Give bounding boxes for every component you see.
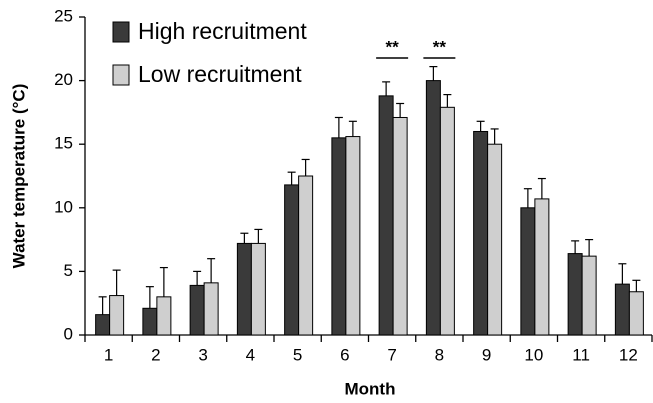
x-tick-label: 9 (482, 345, 491, 364)
bar (567, 253, 583, 336)
bar (142, 307, 158, 336)
annotation: ** (433, 37, 447, 56)
bar (614, 283, 630, 336)
bar (189, 284, 205, 336)
x-tick-label: 11 (572, 345, 590, 364)
x-tick-label: 7 (387, 345, 396, 364)
y-tick-label: 15 (54, 134, 73, 153)
bar (473, 130, 489, 336)
y-tick-label: 25 (54, 6, 73, 25)
bar (487, 143, 503, 336)
x-tick-label: 3 (198, 345, 207, 364)
legend-label: High recruitment (138, 18, 307, 44)
legend-swatch (112, 64, 130, 86)
bar (331, 137, 347, 336)
y-tick-label: 5 (64, 261, 73, 280)
bar (95, 314, 111, 336)
bar (581, 255, 597, 336)
bar (298, 175, 314, 336)
y-axis-label: Water temperature (°C) (9, 84, 28, 269)
y-tick-label: 0 (64, 324, 73, 343)
legend-label: Low recruitment (138, 61, 302, 87)
bar (250, 242, 266, 336)
bar (425, 80, 441, 336)
y-tick-label: 10 (54, 197, 73, 216)
bar (534, 198, 550, 336)
x-tick-label: 4 (246, 345, 255, 364)
x-axis-label: Month (345, 379, 396, 398)
x-tick-label: 12 (619, 345, 638, 364)
bar (109, 295, 125, 336)
bar (628, 291, 644, 336)
x-tick-label: 5 (293, 345, 302, 364)
x-tick-label: 10 (524, 345, 543, 364)
bar (520, 207, 536, 336)
annotation: ** (386, 37, 400, 56)
x-tick-label: 6 (340, 345, 349, 364)
bar (345, 136, 361, 336)
bar (439, 106, 455, 336)
bar (156, 296, 172, 336)
bar (392, 116, 408, 336)
legend-swatch (112, 21, 130, 43)
x-tick-label: 1 (104, 345, 113, 364)
bar (203, 282, 219, 336)
bar (236, 242, 252, 336)
bar (284, 184, 300, 336)
y-tick-label: 20 (54, 70, 73, 89)
x-tick-label: 2 (151, 345, 160, 364)
bar (378, 95, 394, 336)
x-tick-label: 8 (435, 345, 444, 364)
